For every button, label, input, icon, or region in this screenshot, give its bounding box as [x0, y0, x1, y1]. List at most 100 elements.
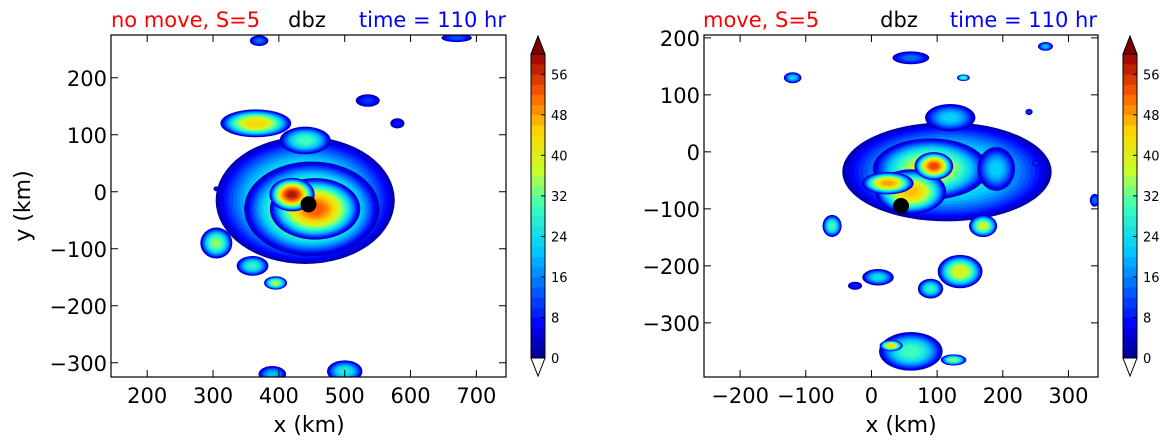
- right-echo-cell: [847, 281, 863, 290]
- left-x-axis-label: x (km): [273, 413, 344, 438]
- right-colorbar-segment: [1123, 135, 1137, 146]
- right-colorbar-segment: [1123, 287, 1137, 298]
- panel-left: no move, S=5 dbz time = 110 hr 200 300 400…: [11, 8, 568, 438]
- left-storm-center-marker: [300, 196, 317, 213]
- right-contour-level: [1092, 197, 1097, 203]
- right-echo-cell: [940, 354, 967, 366]
- right-echo-cell: [977, 147, 1016, 191]
- left-colorbar-segment: [531, 155, 545, 166]
- left-echo-cell: [441, 35, 472, 43]
- right-y-tick-label: 200: [660, 27, 700, 51]
- right-contour-level: [1034, 161, 1038, 165]
- left-x-tick-label: 400: [259, 384, 299, 408]
- left-colorbar-tick-label: 0: [551, 352, 559, 367]
- right-y-tick-label: −300: [642, 312, 700, 336]
- left-colorbar-segment: [531, 64, 545, 75]
- right-echo-cell: [783, 72, 802, 84]
- right-colorbar-segment: [1123, 236, 1137, 247]
- right-colorbar-segment: [1123, 216, 1137, 227]
- left-colorbar-segment: [531, 114, 545, 126]
- right-y-tick-label: 100: [660, 84, 700, 108]
- right-title-condition: move, S=5: [703, 8, 819, 32]
- right-colorbar-tick-label: 24: [1143, 230, 1160, 245]
- right-colorbar-segment: [1123, 145, 1137, 156]
- left-reflectivity-field: [200, 35, 472, 377]
- right-contour-level: [851, 283, 859, 288]
- right-storm-center-marker: [893, 198, 909, 214]
- left-colorbar-segment: [531, 307, 545, 318]
- right-echo-cell: [1037, 42, 1053, 51]
- left-colorbar-segment: [531, 266, 545, 278]
- left-echo-cell: [279, 126, 331, 155]
- left-echo-cell: [326, 360, 363, 377]
- right-colorbar-tick-label: 32: [1143, 190, 1160, 205]
- right-contour-level: [927, 286, 934, 292]
- left-y-tick-label: −100: [49, 238, 107, 262]
- left-colorbar-tick-label: 8: [551, 311, 559, 326]
- left-contour-level: [287, 191, 297, 198]
- right-y-tick-label: 0: [687, 141, 700, 165]
- left-contour-level: [248, 263, 257, 269]
- right-colorbar-segment: [1123, 276, 1137, 288]
- right-colorbar-segment: [1123, 185, 1137, 197]
- left-colorbar-frame: [530, 53, 546, 359]
- right-plot-frame: [703, 34, 1099, 378]
- right-plot-area: [703, 34, 1099, 378]
- left-colorbar-segment: [531, 236, 545, 247]
- right-x-tick-label: 200: [983, 384, 1023, 408]
- right-colorbar-segment: [1123, 175, 1137, 187]
- left-colorbar-segment: [531, 216, 545, 227]
- right-echo-cell: [917, 278, 944, 299]
- right-colorbar-tick-label: 40: [1143, 149, 1160, 164]
- left-colorbar-tick-label: 16: [551, 271, 568, 286]
- right-colorbar-segment: [1123, 226, 1137, 237]
- left-contour-level: [214, 187, 218, 191]
- right-colorbar-segment: [1123, 64, 1137, 75]
- right-colorbar-segment: [1123, 84, 1137, 95]
- left-colorbar-segment: [531, 94, 545, 106]
- right-echo-cell: [937, 254, 983, 289]
- left-colorbar-segment: [531, 276, 545, 288]
- left-title-condition: no move, S=5: [111, 8, 260, 32]
- right-contour-level: [942, 113, 958, 122]
- right-x-tick-label: 100: [917, 384, 957, 408]
- right-colorbar-tick-label: 48: [1143, 109, 1160, 124]
- right-echo-cell: [1089, 193, 1098, 207]
- right-contour-level: [979, 223, 987, 229]
- left-colorbar-tick-label: 40: [551, 149, 568, 164]
- left-y-tick-label: −200: [49, 295, 107, 319]
- left-x-tick-label: 500: [325, 384, 365, 408]
- left-x-tick-label: 600: [390, 384, 430, 408]
- right-echo-cell: [969, 214, 998, 238]
- left-plot-frame: [110, 34, 507, 378]
- right-echo-cell: [957, 74, 970, 82]
- right-colorbar-segment: [1123, 195, 1137, 207]
- left-colorbar-segment: [531, 195, 545, 207]
- right-contour-level: [882, 180, 894, 186]
- left-y-axis-label: y (km): [11, 170, 36, 241]
- right-contour-level: [1043, 45, 1048, 48]
- right-colorbar-segment: [1123, 94, 1137, 106]
- right-echo-cell: [879, 340, 903, 352]
- right-x-tick-label: −100: [777, 384, 835, 408]
- right-colorbar-segment: [1123, 104, 1137, 116]
- left-contour-level: [212, 239, 221, 247]
- left-echo-cell: [236, 255, 269, 276]
- left-contour-level: [298, 136, 312, 145]
- left-colorbar-segment: [531, 206, 545, 217]
- right-contour-level: [990, 162, 1002, 176]
- right-reflectivity-field: [783, 42, 1098, 371]
- right-colorbar-segment: [1123, 114, 1137, 126]
- left-colorbar-segment: [531, 226, 545, 237]
- right-echo-cell: [822, 214, 842, 237]
- left-colorbar-segment: [531, 104, 545, 116]
- left-y-axis: −300 −200 −100 0 100 200: [49, 67, 506, 376]
- left-contour-level: [248, 120, 264, 127]
- left-echo-cell: [220, 109, 292, 138]
- right-colorbar-segment: [1123, 124, 1137, 136]
- left-colorbar-segment: [531, 74, 545, 85]
- right-colorbar-frame: [1122, 53, 1138, 359]
- right-colorbar-segment: [1123, 317, 1137, 328]
- left-colorbar-tick-label: 48: [551, 109, 568, 124]
- left-colorbar-segment: [531, 347, 545, 359]
